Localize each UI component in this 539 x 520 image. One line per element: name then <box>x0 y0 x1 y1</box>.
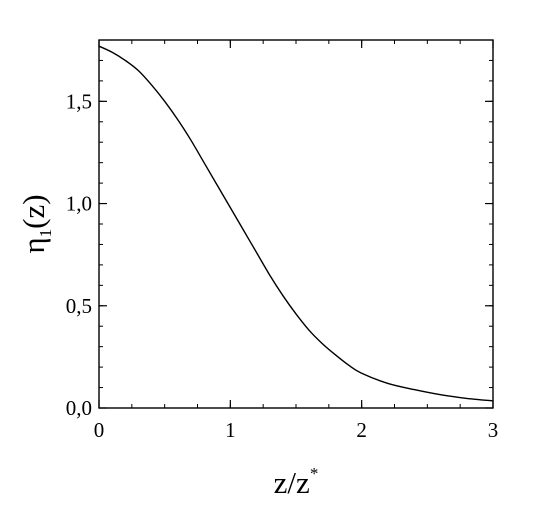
minor-ticks <box>98 39 494 409</box>
y-tick-label: 0,5 <box>66 294 92 318</box>
x-tick-label: 2 <box>356 418 367 442</box>
y-tick-label: 0,0 <box>66 396 92 420</box>
major-ticks <box>98 40 494 409</box>
x-axis-title-base: z/z <box>274 465 310 500</box>
x-axis-title: z/z* <box>274 464 319 500</box>
series-line <box>98 45 494 402</box>
x-tick-labels: 0 1 2 3 <box>94 418 499 442</box>
y-tick-label: 1,5 <box>66 89 92 113</box>
x-tick-label: 0 <box>94 418 105 442</box>
y-axis-title-tail: (z) <box>16 194 51 228</box>
y-axis-title-subscript: 1 <box>36 229 55 238</box>
y-tick-label: 1,0 <box>66 192 92 216</box>
y-axis-title-main: η <box>16 237 51 253</box>
y-axis-title: η1(z) <box>16 194 55 253</box>
x-axis-title-superscript: * <box>310 464 319 483</box>
y-tick-labels: 0,0 0,5 1,0 1,5 <box>66 89 92 420</box>
x-tick-label: 3 <box>488 418 499 442</box>
plot-area-frame <box>98 39 494 409</box>
x-tick-label: 1 <box>225 418 236 442</box>
